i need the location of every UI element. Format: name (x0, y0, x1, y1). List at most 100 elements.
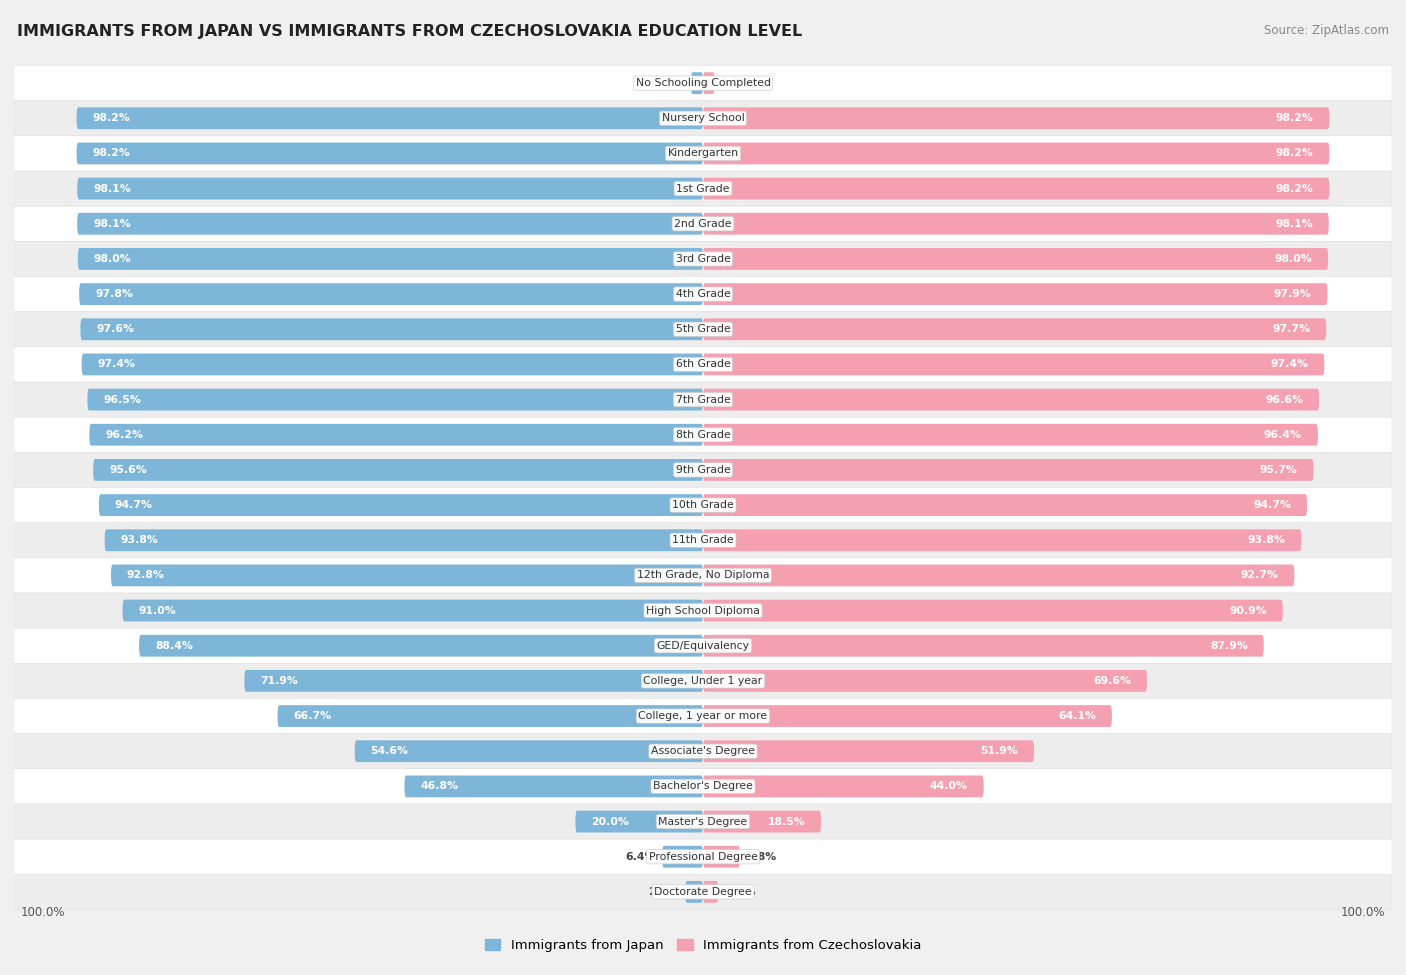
FancyBboxPatch shape (14, 277, 1392, 312)
FancyBboxPatch shape (14, 769, 1392, 804)
FancyBboxPatch shape (405, 775, 703, 798)
Text: 88.4%: 88.4% (155, 641, 193, 650)
FancyBboxPatch shape (703, 600, 1282, 621)
FancyBboxPatch shape (703, 635, 1264, 656)
FancyBboxPatch shape (703, 810, 821, 833)
FancyBboxPatch shape (662, 846, 703, 868)
Text: 54.6%: 54.6% (371, 746, 409, 757)
Text: 100.0%: 100.0% (21, 906, 65, 918)
Text: 69.6%: 69.6% (1092, 676, 1130, 685)
FancyBboxPatch shape (80, 319, 703, 340)
FancyBboxPatch shape (703, 670, 1147, 692)
Text: 98.2%: 98.2% (93, 148, 131, 159)
FancyBboxPatch shape (14, 100, 1392, 136)
Text: 7th Grade: 7th Grade (676, 395, 730, 405)
Text: 4th Grade: 4th Grade (676, 290, 730, 299)
FancyBboxPatch shape (14, 593, 1392, 628)
Text: Doctorate Degree: Doctorate Degree (654, 887, 752, 897)
Text: 95.6%: 95.6% (110, 465, 148, 475)
Text: 3rd Grade: 3rd Grade (675, 254, 731, 264)
FancyBboxPatch shape (245, 670, 703, 692)
FancyBboxPatch shape (14, 839, 1392, 875)
Legend: Immigrants from Japan, Immigrants from Czechoslovakia: Immigrants from Japan, Immigrants from C… (479, 933, 927, 957)
FancyBboxPatch shape (14, 171, 1392, 206)
Text: 6th Grade: 6th Grade (676, 360, 730, 370)
FancyBboxPatch shape (703, 354, 1324, 375)
FancyBboxPatch shape (703, 705, 1112, 727)
FancyBboxPatch shape (76, 142, 703, 165)
FancyBboxPatch shape (703, 424, 1317, 446)
Text: 10th Grade: 10th Grade (672, 500, 734, 510)
Text: 98.2%: 98.2% (1275, 148, 1313, 159)
FancyBboxPatch shape (14, 558, 1392, 593)
FancyBboxPatch shape (77, 213, 703, 235)
Text: Source: ZipAtlas.com: Source: ZipAtlas.com (1264, 24, 1389, 37)
Text: 98.0%: 98.0% (1274, 254, 1312, 264)
FancyBboxPatch shape (77, 177, 703, 200)
Text: 6.4%: 6.4% (626, 852, 655, 862)
Text: Associate's Degree: Associate's Degree (651, 746, 755, 757)
Text: 98.0%: 98.0% (94, 254, 132, 264)
FancyBboxPatch shape (98, 494, 703, 516)
Text: Professional Degree: Professional Degree (648, 852, 758, 862)
FancyBboxPatch shape (703, 565, 1295, 586)
FancyBboxPatch shape (14, 698, 1392, 733)
FancyBboxPatch shape (685, 881, 703, 903)
Text: IMMIGRANTS FROM JAPAN VS IMMIGRANTS FROM CZECHOSLOVAKIA EDUCATION LEVEL: IMMIGRANTS FROM JAPAN VS IMMIGRANTS FROM… (17, 24, 801, 39)
FancyBboxPatch shape (87, 389, 703, 410)
FancyBboxPatch shape (14, 628, 1392, 663)
Text: College, Under 1 year: College, Under 1 year (644, 676, 762, 685)
Text: 92.8%: 92.8% (127, 570, 165, 580)
FancyBboxPatch shape (104, 529, 703, 551)
FancyBboxPatch shape (703, 459, 1313, 481)
FancyBboxPatch shape (703, 494, 1308, 516)
FancyBboxPatch shape (703, 248, 1329, 270)
FancyBboxPatch shape (14, 417, 1392, 452)
FancyBboxPatch shape (14, 733, 1392, 769)
FancyBboxPatch shape (14, 347, 1392, 382)
FancyBboxPatch shape (703, 846, 740, 868)
FancyBboxPatch shape (76, 107, 703, 129)
Text: 98.1%: 98.1% (93, 218, 131, 229)
FancyBboxPatch shape (14, 382, 1392, 417)
Text: 97.9%: 97.9% (1274, 290, 1312, 299)
Text: 100.0%: 100.0% (1341, 906, 1385, 918)
Text: 1st Grade: 1st Grade (676, 183, 730, 194)
Text: 91.0%: 91.0% (138, 605, 176, 615)
FancyBboxPatch shape (14, 65, 1392, 100)
Text: 94.7%: 94.7% (115, 500, 153, 510)
Text: 87.9%: 87.9% (1211, 641, 1247, 650)
Text: 97.8%: 97.8% (96, 290, 134, 299)
FancyBboxPatch shape (14, 242, 1392, 277)
FancyBboxPatch shape (14, 488, 1392, 523)
Text: 66.7%: 66.7% (294, 711, 332, 722)
Text: 96.5%: 96.5% (104, 395, 141, 405)
FancyBboxPatch shape (14, 523, 1392, 558)
FancyBboxPatch shape (354, 740, 703, 762)
FancyBboxPatch shape (14, 804, 1392, 839)
FancyBboxPatch shape (703, 213, 1329, 235)
Text: No Schooling Completed: No Schooling Completed (636, 78, 770, 88)
FancyBboxPatch shape (122, 600, 703, 621)
Text: 1.8%: 1.8% (721, 78, 751, 88)
FancyBboxPatch shape (703, 177, 1330, 200)
FancyBboxPatch shape (82, 354, 703, 375)
Text: 90.9%: 90.9% (1229, 605, 1267, 615)
Text: Master's Degree: Master's Degree (658, 816, 748, 827)
Text: 97.7%: 97.7% (1272, 325, 1310, 334)
FancyBboxPatch shape (77, 248, 703, 270)
FancyBboxPatch shape (703, 881, 718, 903)
Text: High School Diploma: High School Diploma (647, 605, 759, 615)
FancyBboxPatch shape (14, 312, 1392, 347)
Text: College, 1 year or more: College, 1 year or more (638, 711, 768, 722)
FancyBboxPatch shape (703, 319, 1326, 340)
FancyBboxPatch shape (703, 529, 1302, 551)
Text: 64.1%: 64.1% (1057, 711, 1095, 722)
Text: Nursery School: Nursery School (662, 113, 744, 123)
Text: 97.4%: 97.4% (97, 360, 135, 370)
Text: 2nd Grade: 2nd Grade (675, 218, 731, 229)
Text: 9th Grade: 9th Grade (676, 465, 730, 475)
FancyBboxPatch shape (703, 775, 984, 798)
Text: 97.6%: 97.6% (97, 325, 135, 334)
Text: 1.9%: 1.9% (654, 78, 685, 88)
